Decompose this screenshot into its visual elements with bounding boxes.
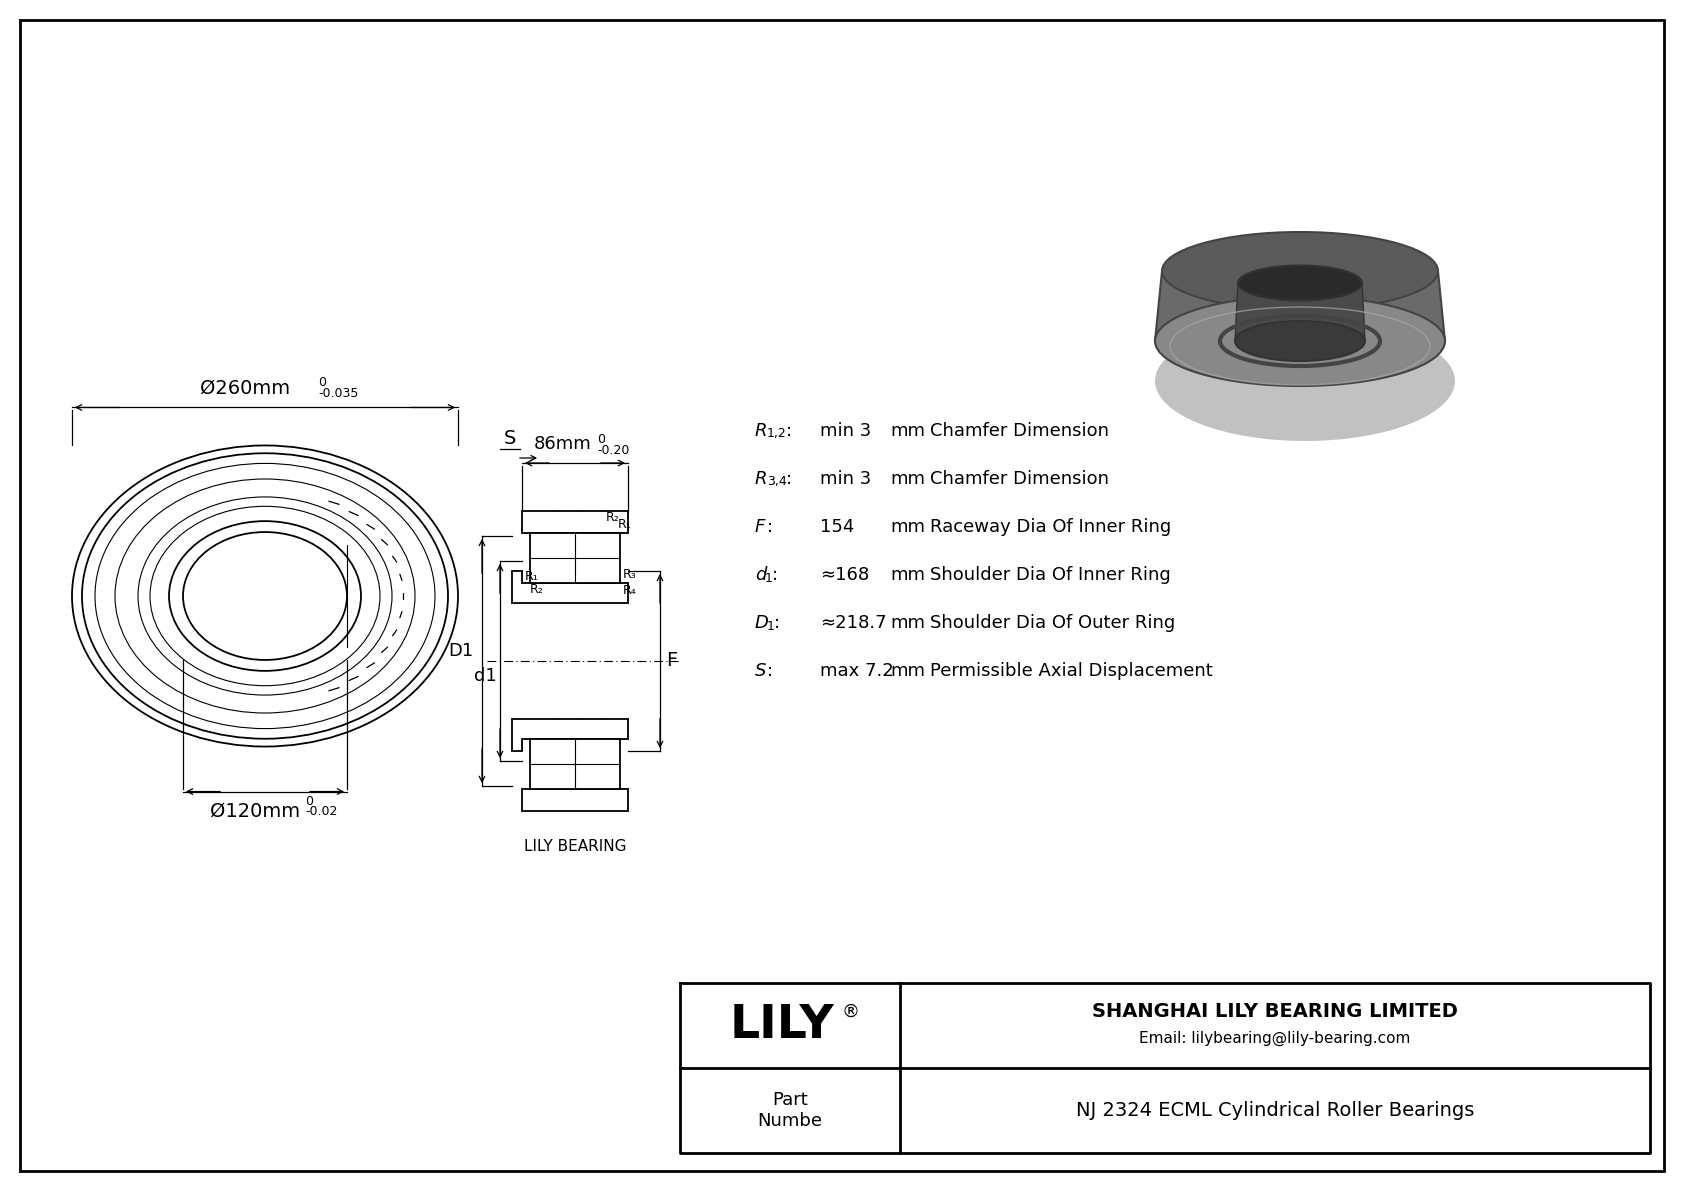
Bar bbox=[530, 534, 620, 584]
Text: R: R bbox=[754, 422, 768, 439]
Text: Permissible Axial Displacement: Permissible Axial Displacement bbox=[930, 662, 1212, 680]
Text: 0: 0 bbox=[318, 376, 327, 389]
Text: 0: 0 bbox=[305, 794, 313, 807]
Text: -0.02: -0.02 bbox=[305, 805, 337, 817]
Text: :: : bbox=[786, 422, 791, 439]
Text: R₁: R₁ bbox=[525, 570, 539, 584]
Text: :: : bbox=[766, 518, 773, 536]
Text: NJ 2324 ECML Cylindrical Roller Bearings: NJ 2324 ECML Cylindrical Roller Bearings bbox=[1076, 1100, 1474, 1120]
Text: 1: 1 bbox=[766, 619, 775, 632]
Text: Shoulder Dia Of Inner Ring: Shoulder Dia Of Inner Ring bbox=[930, 566, 1170, 584]
Polygon shape bbox=[512, 719, 628, 752]
Text: :: : bbox=[771, 566, 778, 584]
Text: R₂: R₂ bbox=[606, 511, 620, 524]
Text: Chamfer Dimension: Chamfer Dimension bbox=[930, 470, 1110, 488]
Text: R₄: R₄ bbox=[623, 584, 637, 597]
Text: max 7.2: max 7.2 bbox=[820, 662, 894, 680]
Text: R₃: R₃ bbox=[623, 568, 637, 581]
Polygon shape bbox=[1234, 283, 1366, 341]
Text: R₁: R₁ bbox=[618, 518, 632, 531]
Text: mm: mm bbox=[891, 615, 925, 632]
Ellipse shape bbox=[1234, 322, 1366, 361]
Bar bbox=[530, 738, 620, 788]
Text: ≈218.7: ≈218.7 bbox=[820, 615, 886, 632]
Text: 86mm: 86mm bbox=[534, 435, 591, 453]
Text: mm: mm bbox=[891, 662, 925, 680]
Ellipse shape bbox=[1155, 322, 1455, 441]
Text: Ø120mm: Ø120mm bbox=[210, 802, 300, 821]
Text: Ø260mm: Ø260mm bbox=[200, 379, 290, 398]
Text: -0.20: -0.20 bbox=[598, 444, 630, 457]
Text: Chamfer Dimension: Chamfer Dimension bbox=[930, 422, 1110, 439]
Text: min 3: min 3 bbox=[820, 470, 871, 488]
Ellipse shape bbox=[1238, 266, 1362, 300]
Text: S: S bbox=[504, 429, 517, 448]
Polygon shape bbox=[1155, 272, 1445, 341]
Text: LILY: LILY bbox=[729, 1003, 834, 1048]
Text: Shoulder Dia Of Outer Ring: Shoulder Dia Of Outer Ring bbox=[930, 615, 1175, 632]
Text: D: D bbox=[754, 615, 770, 632]
Text: 0: 0 bbox=[598, 434, 605, 445]
Text: S: S bbox=[754, 662, 766, 680]
Text: :: : bbox=[786, 470, 791, 488]
Text: LILY BEARING: LILY BEARING bbox=[524, 838, 626, 854]
Text: mm: mm bbox=[891, 566, 925, 584]
Text: min 3: min 3 bbox=[820, 422, 871, 439]
Polygon shape bbox=[522, 511, 628, 534]
Text: ®: ® bbox=[842, 1003, 861, 1021]
Text: mm: mm bbox=[891, 470, 925, 488]
Text: 3,4: 3,4 bbox=[766, 475, 786, 488]
Text: R₂: R₂ bbox=[530, 584, 544, 596]
Text: mm: mm bbox=[891, 518, 925, 536]
Polygon shape bbox=[512, 570, 628, 603]
Text: D1: D1 bbox=[448, 642, 473, 660]
Text: d1: d1 bbox=[475, 667, 497, 685]
Text: 1,2: 1,2 bbox=[766, 428, 786, 441]
Text: -0.035: -0.035 bbox=[318, 387, 359, 400]
Polygon shape bbox=[522, 788, 628, 811]
Text: d: d bbox=[754, 566, 766, 584]
Text: SHANGHAI LILY BEARING LIMITED: SHANGHAI LILY BEARING LIMITED bbox=[1091, 1002, 1458, 1021]
Text: :: : bbox=[775, 615, 780, 632]
Text: mm: mm bbox=[891, 422, 925, 439]
Text: Raceway Dia Of Inner Ring: Raceway Dia Of Inner Ring bbox=[930, 518, 1172, 536]
Ellipse shape bbox=[1162, 232, 1438, 310]
Text: ≈168: ≈168 bbox=[820, 566, 869, 584]
Text: 154: 154 bbox=[820, 518, 854, 536]
Text: :: : bbox=[766, 662, 773, 680]
Text: Email: lilybearing@lily-bearing.com: Email: lilybearing@lily-bearing.com bbox=[1140, 1031, 1411, 1046]
Ellipse shape bbox=[1155, 297, 1445, 386]
Text: R: R bbox=[754, 470, 768, 488]
Text: F: F bbox=[665, 651, 677, 671]
Text: F: F bbox=[754, 518, 765, 536]
Text: Part
Numbe: Part Numbe bbox=[758, 1091, 822, 1130]
Text: 1: 1 bbox=[765, 572, 773, 585]
